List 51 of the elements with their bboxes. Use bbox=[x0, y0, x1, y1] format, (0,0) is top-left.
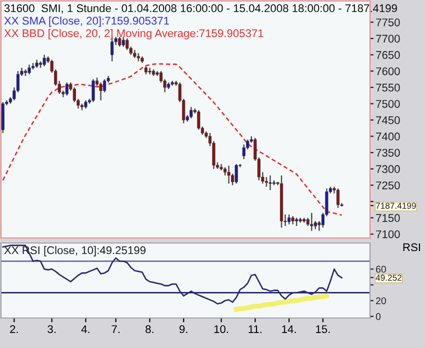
x-tick-label: 7. bbox=[112, 325, 120, 333]
y-tick-label: 7450 bbox=[376, 116, 400, 124]
y-tick-label: 7250 bbox=[376, 181, 400, 190]
x-tick-label: 14. bbox=[282, 325, 296, 333]
candlestick bbox=[190, 106, 193, 119]
chart-title: 31600 SMI, 1 Stunde - 01.04.2008 16:00:00 - 15.04.2008 18:00:00 - 7187.4199 bbox=[4, 4, 397, 14]
candlestick bbox=[92, 78, 95, 103]
candlestick bbox=[197, 110, 200, 130]
x-tick-label: 3. bbox=[48, 325, 56, 334]
x-tick-label: 15. bbox=[316, 325, 330, 334]
candlestick bbox=[28, 64, 31, 75]
x-tick-label: 9. bbox=[180, 325, 188, 334]
y-tick-label: 7500 bbox=[376, 100, 400, 108]
line-series bbox=[2, 63, 342, 216]
x-tick-label: 10. bbox=[214, 325, 228, 334]
y-tick-label: 7700 bbox=[376, 34, 400, 43]
candlestick bbox=[310, 212, 314, 232]
candlestick bbox=[148, 67, 152, 75]
y-tick-label: 7400 bbox=[376, 132, 400, 140]
candlestick bbox=[126, 38, 129, 51]
y-tick-label: 7600 bbox=[376, 67, 400, 76]
y-tick-label: 0 bbox=[376, 313, 381, 320]
y-tick-label: 7550 bbox=[376, 84, 400, 92]
candlestick bbox=[42, 54, 46, 67]
y-tick-label: 7150 bbox=[376, 214, 400, 222]
y-tick-label: 7650 bbox=[376, 51, 400, 59]
candlestick bbox=[288, 214, 291, 225]
y-tick-label: 7300 bbox=[376, 165, 400, 174]
y-tick-label: 7350 bbox=[376, 148, 400, 157]
y-tick-label: 7750 bbox=[376, 18, 400, 26]
candlestick bbox=[264, 176, 268, 188]
y-tick-label: 7187.4199 bbox=[376, 202, 416, 209]
x-tick-label: 11. bbox=[248, 325, 262, 333]
y-tick-label: 7100 bbox=[376, 230, 400, 238]
annotation: XX SMA [Close, 20]:7159.905371 bbox=[4, 16, 169, 27]
candlestick bbox=[242, 144, 246, 160]
y-tick-label: 60 bbox=[376, 266, 386, 273]
y-tick-label: 20 bbox=[376, 297, 386, 304]
x-tick-label: 8. bbox=[146, 325, 154, 334]
y-axis-title: RSI bbox=[403, 243, 420, 252]
x-tick-label: 4. bbox=[81, 325, 90, 333]
text: XX BBD [Close, 20, 2] Moving Average:7159.905371 bbox=[4, 29, 264, 40]
candlestick bbox=[234, 163, 238, 184]
candlestick bbox=[336, 188, 340, 209]
line-series bbox=[234, 293, 330, 312]
x-tick-label: 2. bbox=[10, 325, 18, 333]
y-tick-label: 49.252 bbox=[376, 274, 402, 281]
candlestick bbox=[65, 82, 68, 96]
candlestick bbox=[268, 174, 272, 191]
candlestick bbox=[99, 82, 102, 102]
candlestick bbox=[227, 165, 230, 184]
